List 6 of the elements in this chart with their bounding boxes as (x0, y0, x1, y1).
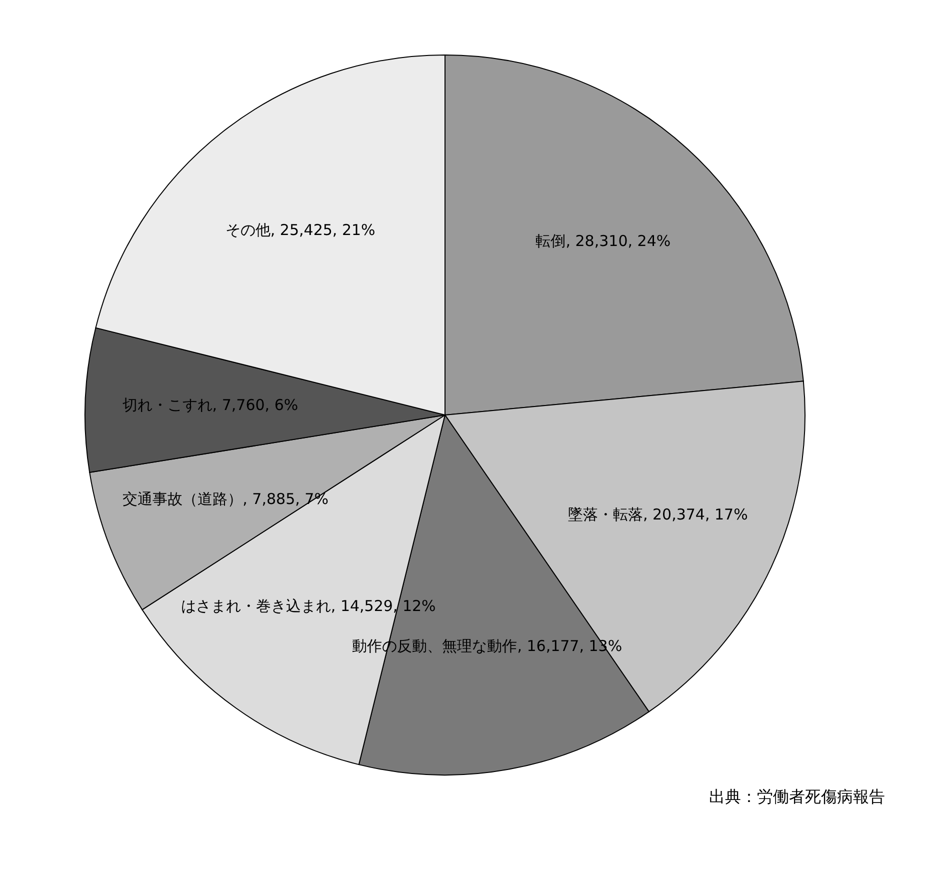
slice-label: はさまれ・巻き込まれ, 14,529, 12% (180, 597, 436, 616)
source-note: 出典：労働者死傷病報告 (709, 787, 885, 806)
slice-label: 転倒, 28,310, 24% (536, 232, 671, 250)
slice-label: 墜落・転落, 20,374, 17% (568, 506, 748, 524)
slice-label: その他, 25,425, 21% (225, 220, 376, 239)
slice-label: 切れ・こすれ, 7,760, 6% (122, 396, 298, 414)
